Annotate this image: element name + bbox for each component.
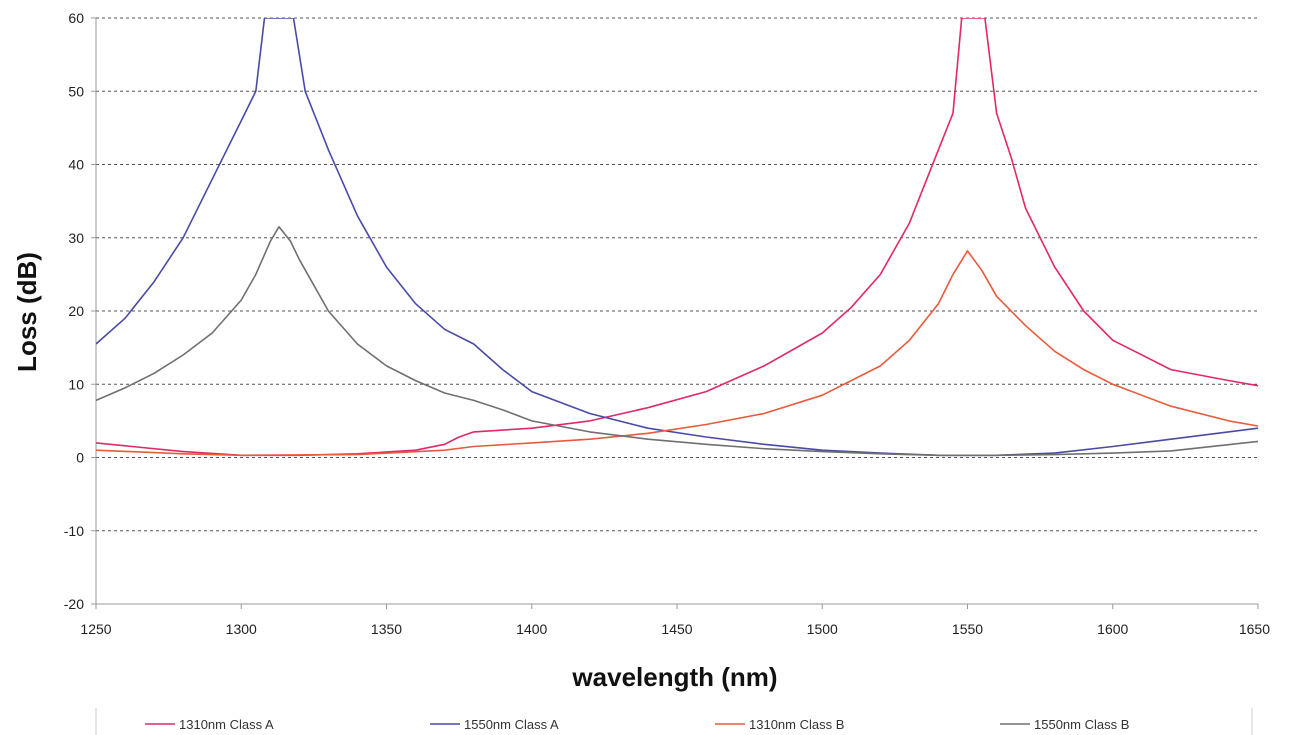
- legend: 1310nm Class A 1550nm Class A 1310nm Class…: [145, 717, 1129, 732]
- y-tick-label: 50: [68, 83, 84, 99]
- x-tick-label: 1300: [226, 621, 257, 637]
- x-tick-label: 1450: [661, 621, 692, 637]
- y-tick-label: 30: [68, 230, 84, 246]
- x-tick-label: 1250: [80, 621, 111, 637]
- x-tick-label: 1550: [952, 621, 983, 637]
- y-tick-labels: 60 50 40 30 20 10 0 -10 -20: [64, 10, 96, 612]
- x-tick-label: 1600: [1097, 621, 1128, 637]
- series-line-1: [96, 18, 1258, 457]
- y-tick-label: -10: [64, 523, 84, 539]
- y-tick-label: 0: [76, 450, 84, 466]
- y-tick-label: -20: [64, 596, 84, 612]
- y-tick-label: 60: [68, 10, 84, 26]
- x-tick-label: 1350: [371, 621, 402, 637]
- legend-label: 1310nm Class B: [749, 717, 844, 732]
- y-tick-label: 40: [68, 157, 84, 173]
- x-tick-label: 1500: [807, 621, 838, 637]
- y-tick-label: 20: [68, 303, 84, 319]
- legend-label: 1310nm Class A: [179, 717, 274, 732]
- x-axis-title: wavelength (nm): [571, 662, 777, 692]
- legend-label: 1550nm Class B: [1034, 717, 1129, 732]
- x-tick-labels: 1250 1300 1350 1400 1450 1500 1550 1600 1650: [80, 604, 1270, 637]
- legend-label: 1550nm Class A: [464, 717, 559, 732]
- series-line-4: [96, 226, 1258, 457]
- series-line-3: [96, 250, 1258, 457]
- x-tick-label: 1650: [1239, 621, 1270, 637]
- y-axis-title: Loss (dB): [12, 252, 42, 372]
- x-tick-label: 1400: [516, 621, 547, 637]
- y-tick-label: 10: [68, 376, 84, 392]
- series-lines: [96, 18, 1258, 457]
